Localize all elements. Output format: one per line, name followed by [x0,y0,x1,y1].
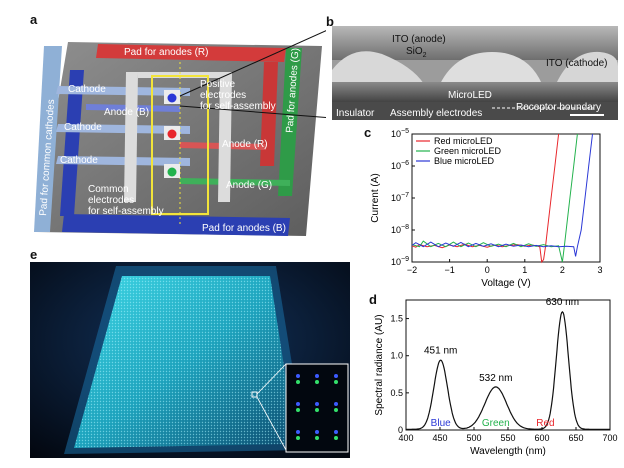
y-tick-label-c: 10−8 [391,224,409,235]
pad-anode-b [62,214,290,236]
label-receptor: Receptor boundary [516,102,601,113]
zoom-line-e1 [256,363,287,395]
x-tick-label-c: 3 [597,265,602,275]
label-common-2: electrodes [88,195,134,206]
x-axis-label-d: Wavelength (nm) [470,446,546,457]
peak-label-d: 451 nm [424,345,457,356]
label-anode-b: Anode (B) [104,107,149,118]
sio2-bump-right [556,51,618,84]
legend-label-c: Green microLED [434,146,502,156]
y-axis-label-c: Current (A) [370,173,381,222]
assembly-rail-1 [124,72,138,202]
x-tick-label-d: 400 [398,433,413,443]
panel-b-sem: ITO (anode) SiO2 ITO (cathode) MicroLED … [332,26,618,120]
y-tick-label-d: 1.5 [390,314,403,324]
x-tick-label-c: 0 [485,265,490,275]
pad-common-cathodes [34,46,62,232]
x-tick-label-c: −1 [444,265,454,275]
x-tick-label-c: −2 [407,265,417,275]
assembly-rail-2 [218,72,232,202]
sio2-bump-left [332,51,424,84]
x-tick-label-d: 700 [602,433,617,443]
y-tick-label-c: 10−6 [391,160,409,171]
zoom-line-bottom [179,105,326,119]
y-tick-label-d: 0 [398,425,403,435]
microled-layer [332,82,618,104]
pad-anode-g [278,48,302,196]
x-tick-label-d: 600 [534,433,549,443]
label-pad-r: Pad for anodes (R) [124,47,209,58]
chart-c-iv: −2 −1 0 1 2 3 10−9 10−8 10−7 10−6 10−5 Voltage (V) C… [370,128,603,289]
spectrum-line-d [406,311,610,430]
sio2-bump-mid [440,52,542,84]
panel-label-c: c [364,125,372,140]
x-tick-label-d: 650 [568,433,583,443]
x-tick-label-c: 2 [560,265,565,275]
label-microled: MicroLED [448,90,492,101]
legend-label-c: Red microLED [434,136,493,146]
label-insulator: Insulator [336,108,375,119]
cathode-line-2 [56,124,190,134]
band-label-d: Green [482,418,510,429]
panel-label-e: e [30,247,38,262]
series-line-c [411,133,578,263]
trace-b [60,70,84,216]
x-tick-label-d: 550 [500,433,515,443]
y-tick-label-c: 10−5 [391,128,409,139]
chart-d-spectrum: 400 450 500 550 600 650 700 0 0.5 1.0 1.5 Wavelengt… [374,297,618,457]
label-cathode-3: Cathode [60,155,98,166]
microled-blue [167,93,177,103]
cathode-line-3 [56,156,190,166]
x-axis-label-c: Voltage (V) [481,278,530,289]
y-tick-label-c: 10−9 [391,256,409,267]
label-ito-cathode: ITO (cathode) [546,58,608,69]
x-tick-label-d: 450 [432,433,447,443]
panel-label-b: b [326,14,334,29]
legend-label-c: Blue microLED [434,156,495,166]
plot-frame-d [405,299,611,431]
label-anode-g: Anode (G) [226,180,272,191]
band-label-d: Blue [431,418,451,429]
panel-label-a: a [30,12,38,27]
label-ito-anode: ITO (anode) [392,34,446,45]
label-cathode-2: Cathode [64,122,102,133]
zoom-line-e2 [256,396,287,451]
label-assembly: Assembly electrodes [390,108,482,119]
assembly-electrode-layer [332,102,618,120]
microled-green [167,167,177,177]
microled-red [167,129,177,139]
label-anode-r: Anode (R) [222,139,268,150]
peak-label-d: 630 nm [546,297,579,308]
label-pad-b: Pad for anodes (B) [202,223,286,234]
y-axis-label-d: Spectral radiance (AU) [374,314,385,415]
y-tick-label-d: 0.5 [390,388,403,398]
y-tick-label-d: 1.0 [390,351,403,361]
panel-label-d: d [369,292,377,307]
label-positive-1: Positive [200,79,235,90]
zoom-line-top [179,30,326,97]
label-positive-3: for self-assembly [200,101,276,112]
series-line-c [411,133,593,257]
inset-pixels [296,374,338,440]
label-sio2: SiO2 [406,46,427,59]
zoom-source-box [251,391,258,398]
label-cathode-1: Cathode [68,84,106,95]
label-common-1: Common [88,184,129,195]
x-tick-label-d: 500 [466,433,481,443]
microled-array [74,276,296,448]
label-positive-2: electrodes [200,90,246,101]
cathode-line-1 [56,86,190,96]
band-label-d: Red [536,418,554,429]
panel-e-photo [30,262,350,458]
trace-r [260,62,278,166]
panel-a-schematic: Pad for anodes (R) Pad for anodes (G) Pa… [34,30,326,236]
label-common-3: for self-assembly [88,206,164,217]
pad-anode-r [96,44,286,62]
x-tick-label-c: 1 [522,265,527,275]
y-tick-label-c: 10−7 [391,192,409,203]
peak-label-d: 532 nm [479,373,512,384]
highlight-box [151,75,209,215]
